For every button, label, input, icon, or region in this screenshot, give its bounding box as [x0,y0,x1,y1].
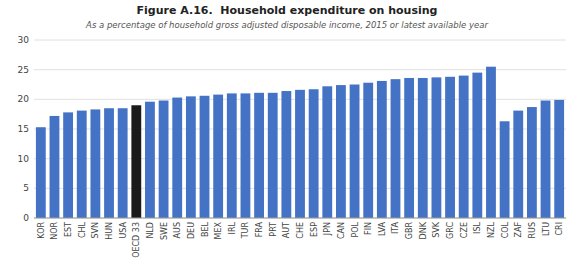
bar [268,93,278,218]
x-tick-label: DNK [419,221,428,239]
bar [63,112,73,218]
x-tick-label: PRT [269,222,278,237]
x-tick-label: ISL [473,221,482,233]
bar [227,93,237,218]
bar [350,85,360,219]
bar [104,108,114,218]
bar [322,86,332,218]
x-tick-label: IRL [228,221,237,234]
x-tick-label: SWE [160,222,169,240]
x-tick-label: SVK [432,221,441,238]
bar [200,96,210,218]
bar [418,78,428,218]
bar [486,67,496,218]
x-tick-label: ESP [310,222,319,237]
bar [445,77,455,218]
x-tick-label: GRC [446,222,455,239]
bar [404,78,414,218]
x-tick-label: CRI [555,222,564,236]
x-tick-label: CHE [296,222,305,239]
bar [186,96,196,218]
x-tick-label: TUR [241,222,250,240]
x-tick-label: NZL [487,221,496,237]
bar [431,77,441,218]
bar [241,93,251,218]
x-tick-label: CZE [460,222,469,238]
bar [500,121,510,218]
grid [34,40,566,218]
bars [36,67,564,218]
bar [309,89,319,218]
x-tick-label: SVN [91,222,100,239]
x-tick-label: ZAF [514,222,523,238]
bar [472,73,482,218]
x-tick-label: CAN [337,222,346,239]
x-tick-label: AUT [282,222,291,238]
x-tick-label: ITA [391,221,400,234]
bar [172,98,182,218]
bar [527,107,537,218]
y-axis: 0 5 10 15 20 25 30 [18,35,30,223]
x-tick-label: USA [119,221,128,238]
y-tick-label: 5 [23,183,29,193]
x-tick-label: POL [351,221,360,237]
x-tick-label: NLD [146,222,155,239]
x-tick-label: HUN [105,222,114,240]
x-tick-label: LTU [542,222,551,236]
title: Figure A.16. Household expenditure on ho… [137,4,438,17]
x-tick-label: DEU [187,222,196,239]
x-tick-label: JPN [323,222,332,236]
bar [145,102,155,218]
x-tick-label: NOR [50,222,59,240]
x-tick-label: MEX [214,221,223,239]
y-tick-label: 30 [18,35,30,45]
bar [336,85,346,218]
bar [131,105,141,218]
bar [541,101,551,218]
x-tick-label: OECD 33 [132,222,141,258]
bar [363,83,373,218]
y-tick-label: 10 [18,154,30,164]
bar [377,81,387,218]
grid-line [34,218,566,219]
grid-line [34,40,566,41]
bar [77,111,87,218]
bar [295,90,305,218]
bar [254,93,264,218]
x-tick-label: FIN [364,222,373,235]
x-tick-label: BEL [201,221,210,237]
chart: Figure A.16. Household expenditure on ho… [0,0,574,265]
x-axis-line [34,218,566,219]
x-tick-label: KOR [37,222,46,239]
y-tick-label: 25 [18,65,29,75]
y-tick-label: 15 [18,124,29,134]
bar [50,116,60,218]
x-tick-label: GBR [405,222,414,240]
bar [459,76,469,218]
bar [554,100,564,218]
x-axis: KOR NOR EST CHL SVN HUN USA OECD 33 NLD SWE AUS DEU… [34,218,566,258]
y-tick-label: 0 [23,213,29,223]
bar [281,91,291,218]
subtitle: As a percentage of household gross adjus… [85,20,488,30]
y-tick-label: 20 [18,94,30,104]
x-tick-label: CHL [78,221,87,238]
bar [118,108,128,218]
bar [159,101,169,218]
x-tick-label: FRA [255,221,264,237]
bar [391,79,401,218]
bar [213,95,223,218]
x-tick-label: EST [64,222,73,237]
bar [513,111,523,218]
bar [36,127,46,218]
x-tick-label: LVA [378,221,387,236]
x-tick-label: RUS [528,222,537,239]
x-tick-label: AUS [173,222,182,238]
bar [90,109,100,218]
x-tick-label: COL [501,221,510,238]
